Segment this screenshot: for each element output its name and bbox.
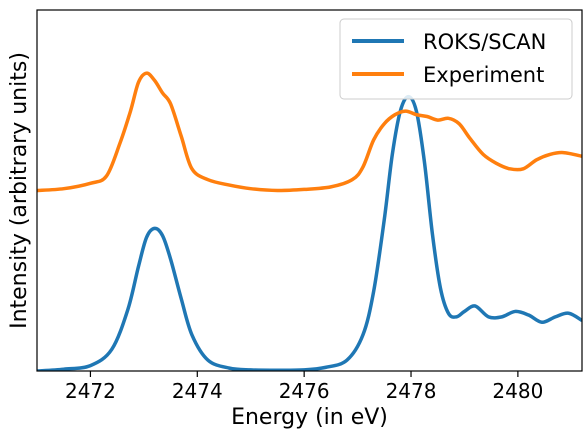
series-line-experiment: [37, 71, 582, 193]
legend-label-experiment: Experiment: [423, 63, 544, 87]
x-tick-label: 2476: [279, 379, 330, 403]
x-tick-label: 2478: [386, 379, 437, 403]
series-layer: [37, 71, 582, 371]
x-tick-label: 2472: [65, 379, 116, 403]
x-axis-ticks: 2472 2474 2476 2478 2480: [65, 371, 543, 403]
x-tick-label: 2474: [172, 379, 223, 403]
plot-frame: [36, 9, 583, 372]
series-line-roks-scan: [37, 94, 582, 371]
x-tick-label: 2480: [492, 379, 543, 403]
legend-label-roks-scan: ROKS/SCAN: [423, 30, 546, 54]
legend: ROKS/SCAN Experiment: [339, 18, 573, 100]
x-axis-label: Energy (in eV): [231, 405, 388, 430]
y-axis-label: Intensity (arbitrary units): [7, 52, 32, 329]
